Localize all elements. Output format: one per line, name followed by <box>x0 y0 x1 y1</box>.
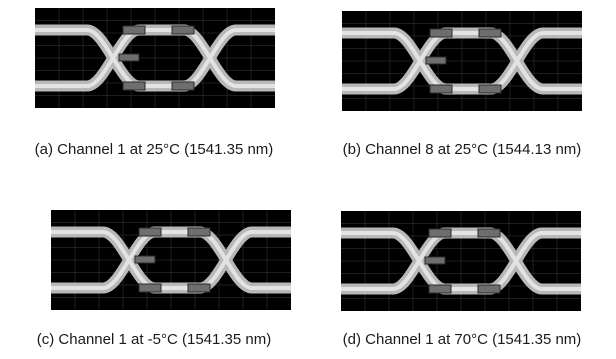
marker-box <box>477 228 501 238</box>
caption-panel-a: (a) Channel 1 at 25°C (1541.35 nm) <box>34 141 274 158</box>
eye-trace-core <box>35 28 275 88</box>
eye-trace-core <box>341 231 581 291</box>
crossing-marker <box>425 56 447 65</box>
eye-diagram-panel-d <box>341 211 581 311</box>
eye-diagram-svg <box>35 8 275 108</box>
marker-box <box>187 227 211 237</box>
eye-diagram-panel-a <box>35 8 275 108</box>
marker-box <box>477 284 501 294</box>
marker-box <box>138 283 162 293</box>
eye-trace-core <box>51 230 291 290</box>
grid <box>341 211 581 311</box>
crossing-marker <box>134 255 156 264</box>
caption-panel-b: (b) Channel 8 at 25°C (1544.13 nm) <box>342 141 582 158</box>
eye-diagram-svg <box>342 11 582 111</box>
grid <box>342 11 582 111</box>
marker-box <box>122 25 146 35</box>
marker-box <box>138 227 162 237</box>
grid <box>51 210 291 310</box>
marker-box <box>187 283 211 293</box>
marker-box <box>171 25 195 35</box>
marker-box <box>171 81 195 91</box>
eye-diagram-panel-b <box>342 11 582 111</box>
marker-box <box>478 84 502 94</box>
marker-box <box>429 28 453 38</box>
marker-box <box>478 28 502 38</box>
marker-box <box>122 81 146 91</box>
crossing-marker <box>118 53 140 62</box>
eye-diagram-panel-c <box>51 210 291 310</box>
crossing-marker <box>424 256 446 265</box>
marker-box <box>428 228 452 238</box>
marker-box <box>428 284 452 294</box>
grid <box>35 8 275 108</box>
eye-diagram-svg <box>341 211 581 311</box>
eye-diagram-svg <box>51 210 291 310</box>
caption-panel-d: (d) Channel 1 at 70°C (1541.35 nm) <box>342 331 582 348</box>
marker-box <box>429 84 453 94</box>
eye-trace-core <box>342 31 582 91</box>
caption-panel-c: (c) Channel 1 at -5°C (1541.35 nm) <box>36 331 272 348</box>
